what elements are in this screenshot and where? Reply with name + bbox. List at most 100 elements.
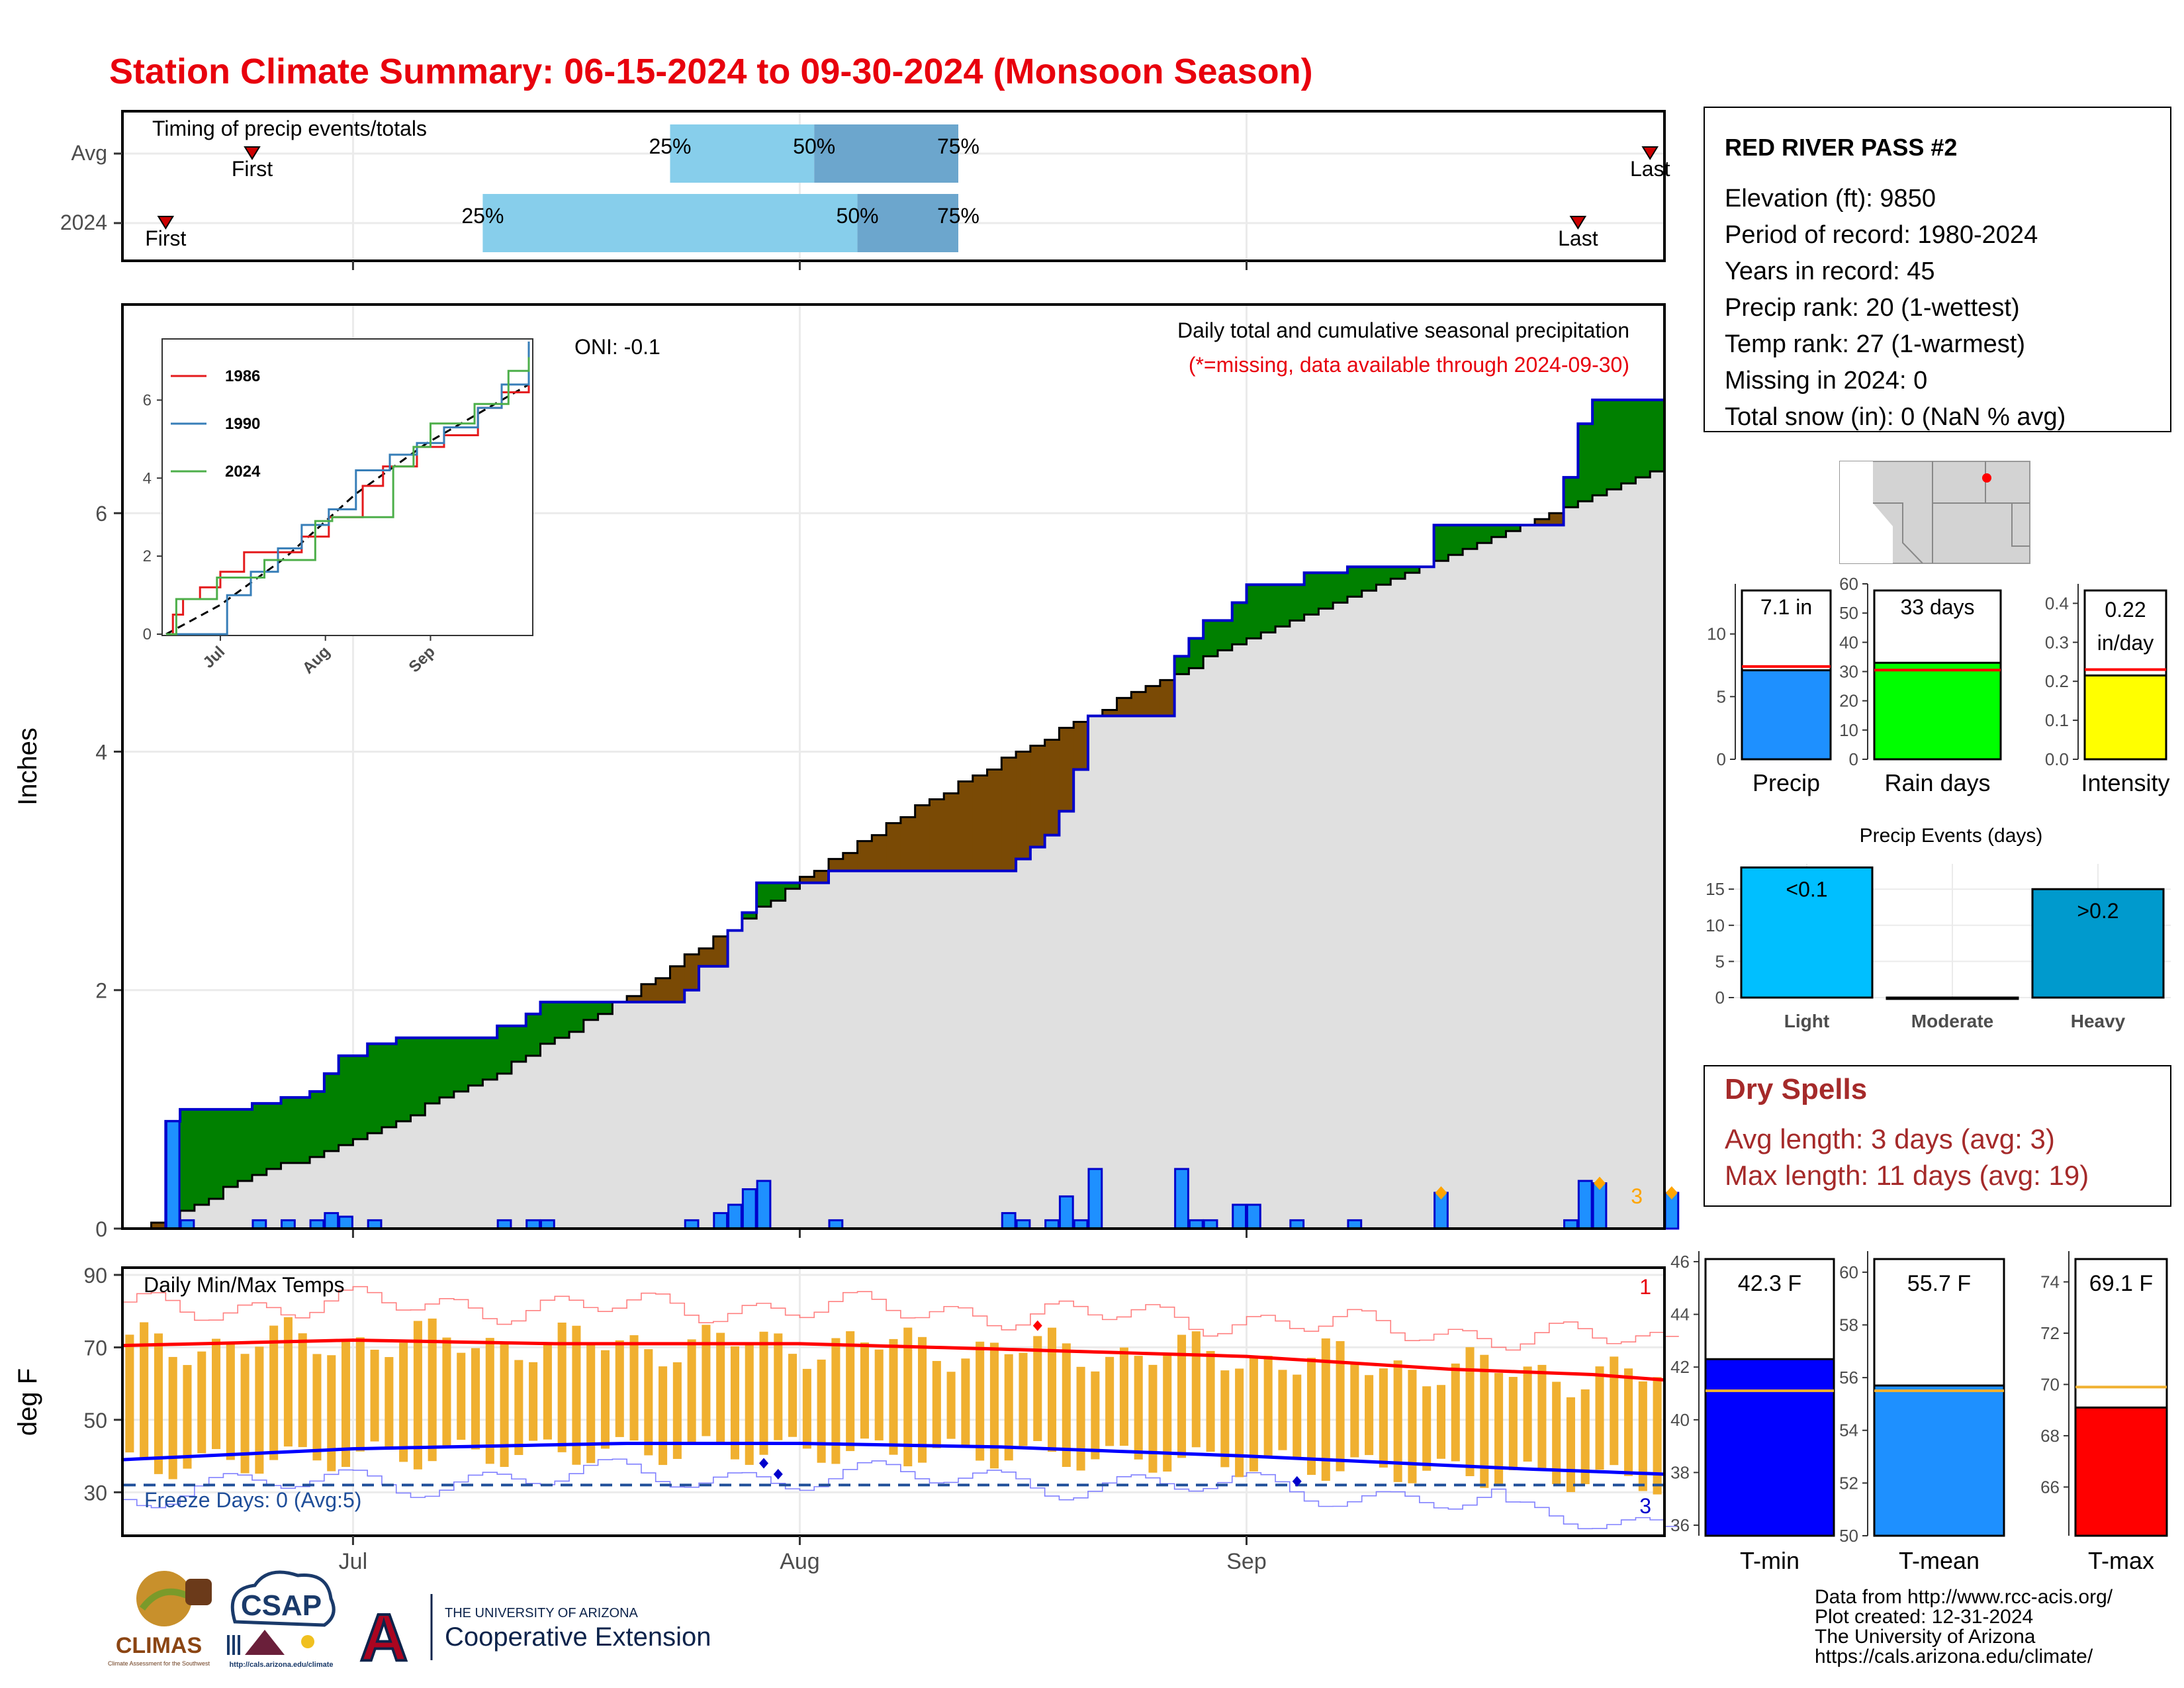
avg-cumulative-line	[122, 470, 1664, 1230]
daily-temp-bar	[442, 1337, 451, 1446]
timing-bar-50-75	[814, 124, 958, 183]
record-low-marker	[1292, 1476, 1302, 1487]
daily-temp-bar	[1191, 1331, 1201, 1448]
daily-precip-bar	[741, 1188, 757, 1230]
station-line-missing: Missing in 2024: 0	[1725, 367, 1927, 395]
deficit-segment	[1131, 692, 1146, 716]
temp-summary-name: T-max	[2088, 1547, 2154, 1574]
daily-temp-bar	[586, 1343, 596, 1464]
daily-temp-bar	[644, 1349, 653, 1456]
surplus-segment	[1650, 400, 1665, 472]
daily-temp-bar	[1220, 1370, 1230, 1468]
surplus-segment	[439, 1037, 455, 1098]
daily-precip-bar	[1174, 1168, 1189, 1230]
station-info-box: RED RIVER PASS #2 Elevation (ft): 9850 P…	[1704, 107, 2171, 432]
csap-logo: CSAP http://cals.arizona.edu/climate	[227, 1570, 336, 1669]
daily-temp-bar	[788, 1354, 797, 1437]
surplus-segment	[324, 1073, 340, 1151]
summary-tick-label: 0	[1849, 749, 1858, 769]
surplus-segment	[1477, 525, 1492, 543]
surplus-segment	[1491, 525, 1507, 538]
surplus-segment	[353, 1055, 368, 1139]
footer-plot-created: Plot created: 12-31-2024	[1815, 1606, 2033, 1628]
timing-first-label: First	[232, 157, 273, 181]
record-high-envelope	[122, 1286, 1679, 1351]
missing-count-label: 3	[1631, 1184, 1643, 1208]
precip-events-tick-label: 15	[1706, 879, 1725, 899]
daily-temp-bar	[600, 1350, 610, 1449]
ua-block-a: A	[360, 1601, 408, 1675]
surplus-segment	[525, 1013, 541, 1056]
deficit-segment	[842, 853, 858, 871]
temp-summary-value-label: 69.1 F	[2089, 1271, 2153, 1296]
daily-temp-bar	[1105, 1356, 1115, 1446]
daily-temp-bar	[745, 1344, 754, 1465]
surplus-segment	[1203, 620, 1218, 657]
deficit-segment	[1102, 710, 1118, 716]
daily-temp-bar	[1595, 1366, 1604, 1470]
deficit-segment	[655, 978, 671, 1002]
summary-tick-label: 40	[1839, 632, 1858, 652]
timing-first-label: First	[145, 226, 186, 250]
daily-temp-bar	[385, 1357, 394, 1448]
timing-label-75: 75%	[937, 134, 979, 158]
dry-spells-box: Dry Spells Avg length: 3 days (avg: 3) M…	[1704, 1065, 2171, 1207]
footer: Data from http://www.rcc-acis.org/ Plot …	[1815, 1586, 2113, 1667]
daily-temp-bar	[1610, 1356, 1619, 1466]
summary-tick-label: 5	[1717, 686, 1726, 706]
summary-tick-label: 30	[1839, 662, 1858, 682]
surplus-segment	[1606, 400, 1622, 490]
daily-temp-bar	[1206, 1350, 1215, 1452]
deficit-segment	[1016, 751, 1031, 859]
inset-y-tick-label: 6	[143, 391, 152, 409]
daily-temp-bar	[183, 1365, 192, 1469]
footer-university: The University of Arizona	[1815, 1626, 2036, 1648]
surplus-segment	[1304, 573, 1319, 615]
surplus-segment	[1463, 525, 1478, 549]
timing-last-marker	[1641, 146, 1659, 160]
tmax-average-line	[122, 1338, 1665, 1382]
daily-temp-bar	[874, 1349, 884, 1440]
surplus-segment	[1390, 567, 1406, 579]
deficit-segment	[857, 841, 872, 871]
temp-summary-name: T-min	[1740, 1547, 1799, 1574]
daily-temp-bar	[889, 1338, 898, 1455]
summary-tick-label: 0.0	[2045, 749, 2069, 769]
temp-chart-title: Daily Min/Max Temps	[144, 1273, 344, 1297]
station-line-snow: Total snow (in): 0 (NaN % avg)	[1725, 403, 2066, 431]
station-line-temp-rank: Temp rank: 27 (1-warmest)	[1725, 330, 2025, 358]
surplus-segment	[1232, 602, 1248, 645]
daily-temp-bar	[672, 1362, 682, 1459]
precip-events-tick-label: 10	[1706, 915, 1725, 935]
precip-events-bar-moderate	[1886, 996, 2019, 1000]
daily-temp-bar	[730, 1346, 739, 1460]
daily-temp-bar	[471, 1348, 480, 1450]
summary-value-label: 7.1 in	[1760, 595, 1812, 619]
daily-temp-bar	[1235, 1368, 1244, 1477]
daily-temp-bar	[140, 1322, 149, 1460]
daily-temp-bar	[860, 1342, 869, 1439]
record-high-count: 1	[1639, 1275, 1651, 1299]
daily-temp-bar	[1119, 1347, 1128, 1446]
daily-temp-bar	[370, 1349, 379, 1442]
inset-series-line-1990	[166, 342, 530, 635]
daily-temp-bar	[615, 1340, 624, 1437]
station-line-period: Period of record: 1980-2024	[1725, 221, 2038, 249]
temp-y-tick-label: 50	[83, 1409, 107, 1432]
temp-summary-tick-label: 44	[1670, 1305, 1690, 1325]
deficit-segment	[886, 823, 901, 871]
daily-temp-bar	[399, 1342, 408, 1462]
temp-summary-tick-label: 60	[1839, 1262, 1858, 1282]
summary-tick-label: 20	[1839, 691, 1858, 711]
deficit-segment	[872, 835, 887, 871]
precip-panel: 0 2 4 6 Daily total and cumulative seasonal…	[13, 303, 1680, 1241]
summary-bar-precip	[1741, 669, 1832, 761]
surplus-segment	[238, 1109, 253, 1181]
deficit-segment	[987, 769, 1002, 871]
surplus-segment	[569, 1002, 584, 1032]
daily-temp-bar	[1091, 1371, 1100, 1460]
daily-temp-bar	[1566, 1397, 1575, 1493]
station-name: RED RIVER PASS #2	[1725, 134, 1957, 161]
deficit-segment	[684, 954, 700, 990]
